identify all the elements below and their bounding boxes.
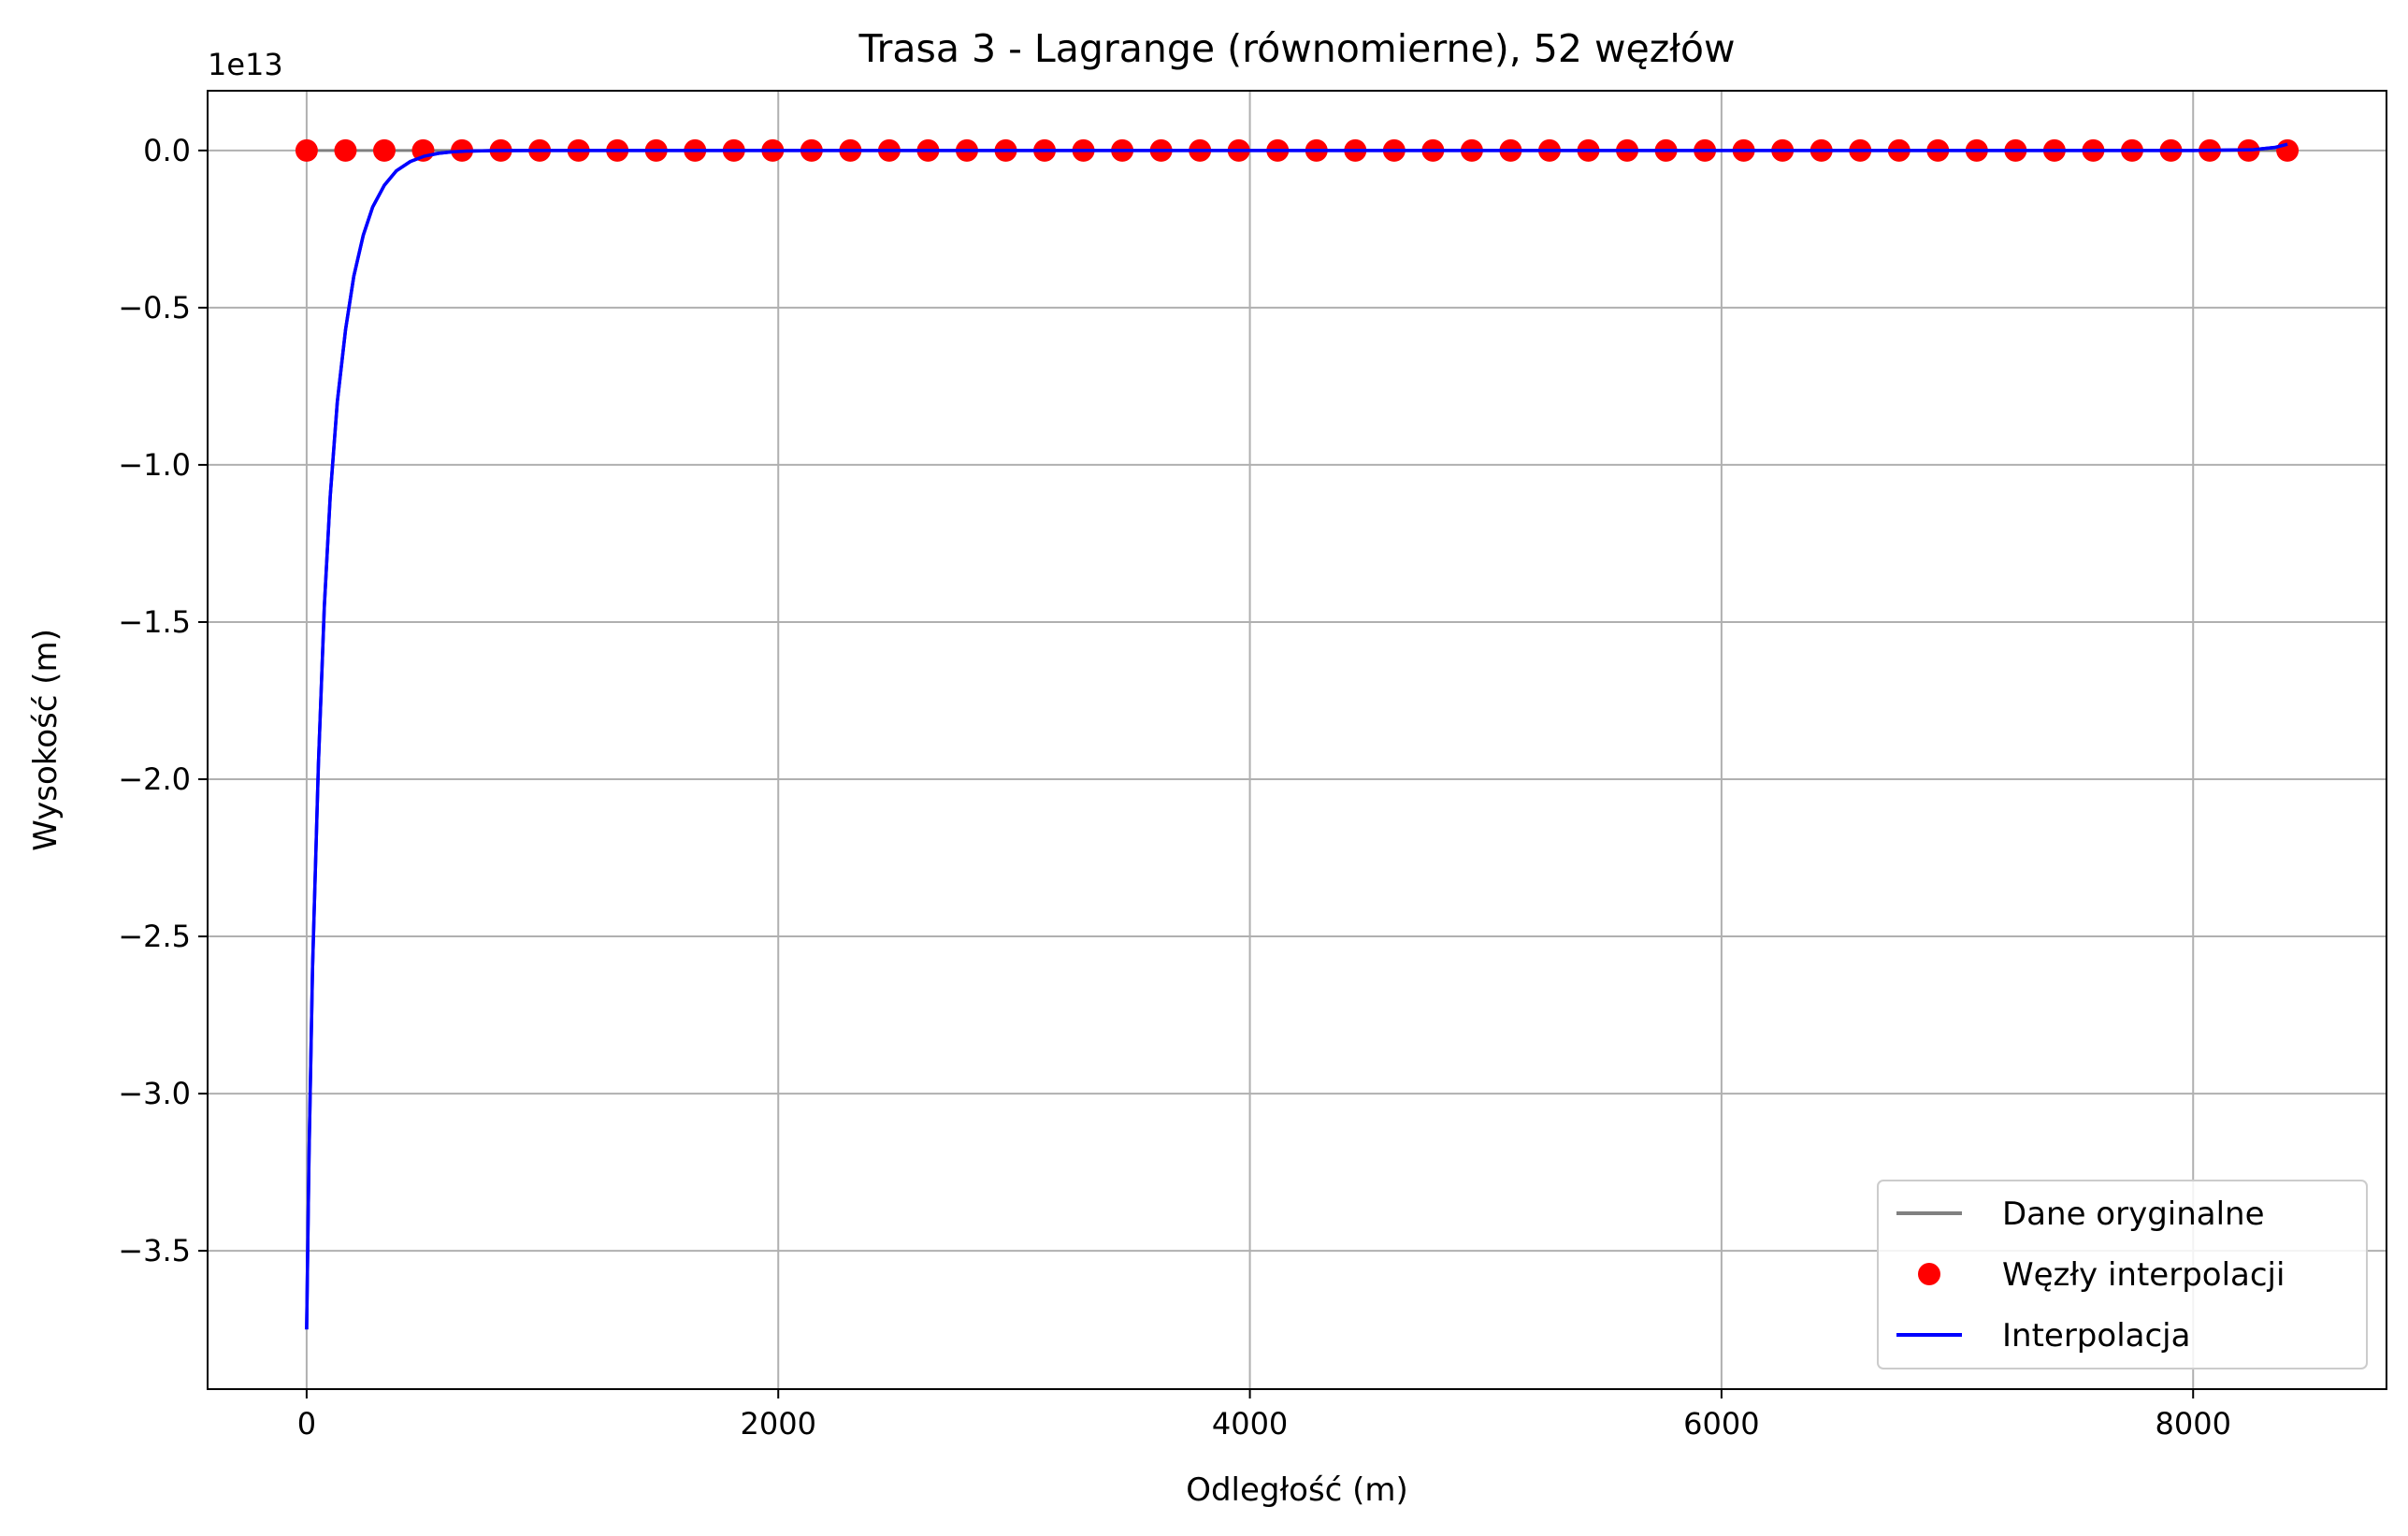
interpolation-node-point	[372, 138, 396, 162]
interpolation-node-point	[2276, 138, 2300, 162]
x-tick-label: 8000	[2156, 1406, 2231, 1442]
x-tick-label: 4000	[1212, 1406, 1288, 1442]
x-axis-label: Odległość (m)	[1186, 1471, 1408, 1509]
series-interpolation-line-overlay	[305, 142, 2288, 1330]
interpolation-node-point	[334, 138, 357, 162]
legend-box	[1877, 1180, 2368, 1369]
grid	[208, 91, 2386, 1389]
legend: Dane oryginalne Węzły interpolacji Interpo…	[1877, 1180, 2368, 1369]
plot-frame	[207, 90, 2387, 1390]
ticks: 0 2000 4000 6000 8000 0.0 −0.5 −1.0 −1.5 −2.0 −2.5…	[118, 133, 2231, 1442]
y-offset-label: 1e13	[208, 47, 283, 82]
series-layer	[295, 138, 2300, 1330]
legend-label: Węzły interpolacji	[2002, 1256, 2285, 1294]
chart-title: Trasa 3 - Lagrange (równomierne), 52 węz…	[858, 26, 1735, 71]
interpolation-node-point	[295, 138, 318, 162]
legend-label: Dane oryginalne	[2002, 1195, 2265, 1233]
legend-label: Interpolacja	[2002, 1317, 2190, 1355]
y-tick-label: −1.0	[118, 447, 191, 483]
y-tick-label: −3.5	[118, 1233, 191, 1268]
x-tick-label: 2000	[741, 1406, 816, 1442]
y-tick-label: −2.0	[118, 761, 191, 797]
y-tick-label: −2.5	[118, 919, 191, 954]
legend-dot-marker	[1918, 1263, 1940, 1285]
x-tick-label: 0	[297, 1406, 316, 1442]
x-tick-label: 6000	[1683, 1406, 1759, 1442]
y-tick-label: −3.0	[118, 1076, 191, 1111]
y-axis-label: Wysokość (m)	[27, 629, 65, 851]
y-tick-label: 0.0	[143, 133, 191, 168]
y-tick-label: −1.5	[118, 604, 191, 640]
y-tick-label: −0.5	[118, 290, 191, 326]
